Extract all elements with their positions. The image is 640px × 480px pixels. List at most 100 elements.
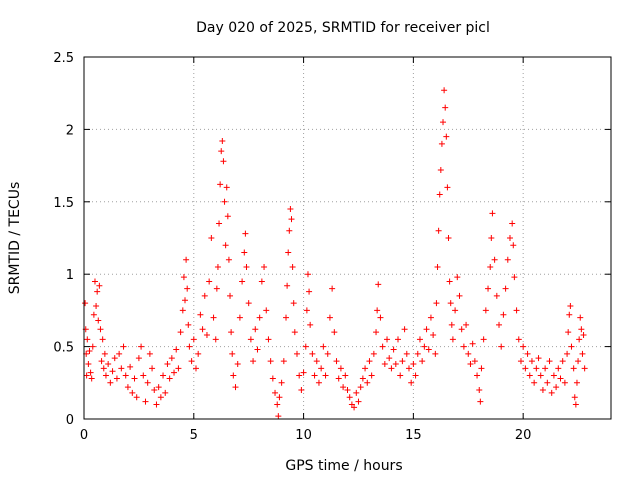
data-point <box>435 227 442 234</box>
data-point <box>386 355 393 362</box>
data-point <box>173 346 180 353</box>
data-point <box>265 336 272 343</box>
grid-lines <box>84 57 611 419</box>
data-point <box>580 332 587 339</box>
data-point <box>303 307 310 314</box>
data-point <box>275 413 282 420</box>
data-point <box>258 278 265 285</box>
data-point <box>302 343 309 350</box>
data-point <box>153 401 160 408</box>
data-point <box>164 360 171 367</box>
data-marks <box>82 87 588 420</box>
data-point <box>496 321 503 328</box>
data-point <box>465 350 472 357</box>
x-axis-title: GPS time / hours <box>285 458 402 474</box>
data-point <box>573 379 580 386</box>
data-point <box>138 343 145 350</box>
data-point <box>433 300 440 307</box>
data-point <box>182 297 189 304</box>
data-point <box>403 350 410 357</box>
data-point <box>377 314 384 321</box>
data-point <box>267 358 274 365</box>
data-point <box>96 282 103 289</box>
data-point <box>131 375 138 382</box>
data-point <box>392 360 399 367</box>
data-point <box>488 235 495 241</box>
y-axis-title: SRMTID / TECUs <box>7 182 23 295</box>
data-point <box>438 140 445 147</box>
data-point <box>288 216 295 223</box>
data-point <box>180 274 187 281</box>
data-point <box>122 372 129 379</box>
data-point <box>368 372 375 379</box>
data-point <box>423 326 430 333</box>
data-point <box>425 346 432 353</box>
data-point <box>577 314 584 321</box>
data-point <box>285 249 292 256</box>
y-tick-label: 0.5 <box>53 341 74 356</box>
data-point <box>460 343 467 350</box>
x-tick-label: 15 <box>405 428 422 443</box>
data-point <box>448 321 455 328</box>
data-point <box>274 401 281 408</box>
data-point <box>375 281 382 288</box>
data-point <box>567 303 574 310</box>
data-point <box>379 343 386 350</box>
data-point <box>227 292 234 299</box>
data-point <box>477 398 484 405</box>
data-point <box>116 350 123 357</box>
data-point <box>440 119 447 126</box>
data-point <box>188 358 195 365</box>
data-point <box>511 274 518 281</box>
data-point <box>454 274 461 281</box>
data-point <box>559 358 566 365</box>
data-point <box>203 332 210 339</box>
data-point <box>548 389 555 396</box>
data-point <box>276 394 283 401</box>
data-point <box>254 346 261 353</box>
data-point <box>427 314 434 321</box>
data-point <box>250 358 257 365</box>
data-point <box>157 394 164 401</box>
data-point <box>217 181 224 188</box>
data-point <box>526 372 533 379</box>
data-point <box>224 213 231 220</box>
data-point <box>441 87 448 94</box>
data-point <box>155 384 162 391</box>
data-point <box>340 384 347 391</box>
data-point <box>306 288 313 295</box>
data-point <box>213 285 220 292</box>
data-point <box>522 365 529 372</box>
data-point <box>493 292 500 299</box>
data-point <box>517 358 524 365</box>
data-point <box>397 372 404 379</box>
data-point <box>478 365 485 372</box>
data-point <box>149 365 156 372</box>
data-point <box>199 326 206 333</box>
data-point <box>113 375 120 382</box>
data-point <box>109 368 116 375</box>
x-tick-label: 10 <box>295 428 312 443</box>
data-point <box>557 375 564 382</box>
data-point <box>458 326 465 333</box>
data-point <box>324 350 331 357</box>
data-point <box>171 369 178 376</box>
data-point <box>307 321 314 328</box>
data-point <box>535 355 542 362</box>
data-point <box>480 336 487 343</box>
data-point <box>564 350 571 357</box>
data-point <box>498 343 505 350</box>
data-point <box>351 404 358 411</box>
data-point <box>333 358 340 365</box>
data-point <box>469 340 476 347</box>
data-point <box>300 369 307 376</box>
data-point <box>291 329 298 336</box>
data-point <box>531 379 538 386</box>
data-point <box>359 375 366 382</box>
axis-ticks: 0 5 10 15 20 0 0.5 1 1.5 2 2.5 <box>53 51 611 443</box>
data-point <box>555 365 562 372</box>
data-point <box>337 365 344 372</box>
data-point <box>578 326 585 333</box>
data-point <box>405 365 412 372</box>
